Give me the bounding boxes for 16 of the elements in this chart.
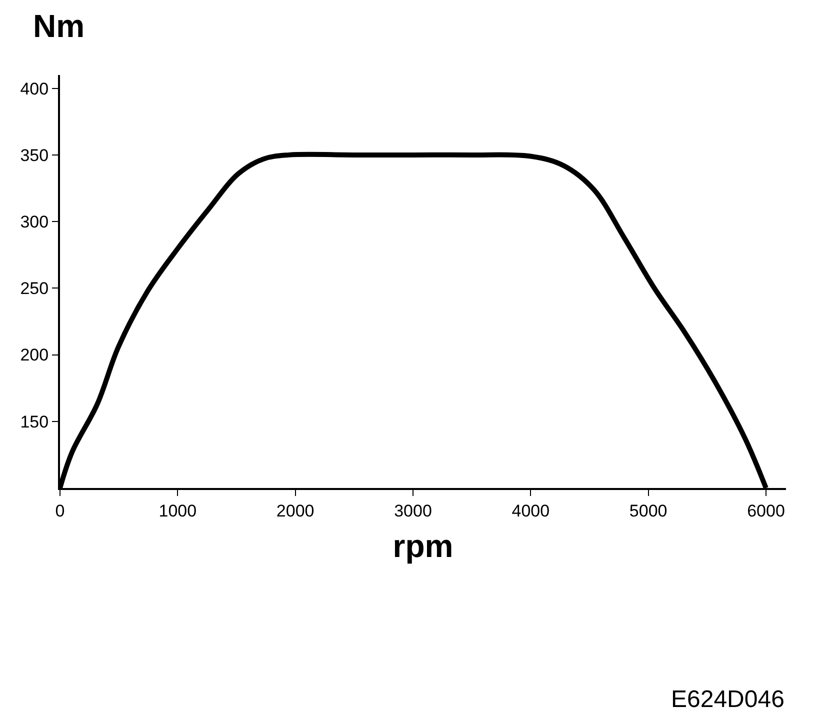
y-tick-label: 200 <box>20 346 49 365</box>
x-tick-label: 6000 <box>747 501 785 520</box>
y-tick-label: 250 <box>20 279 49 298</box>
y-tick-label: 300 <box>20 212 49 232</box>
x-tick-label: 3000 <box>394 501 432 520</box>
x-tick-label: 4000 <box>512 501 550 520</box>
y-tick-label: 350 <box>20 146 49 165</box>
x-tick-label: 5000 <box>629 501 668 520</box>
x-tick-label: 0 <box>55 501 65 520</box>
x-tick-label: 2000 <box>276 501 314 520</box>
y-axis-title: Nm <box>33 8 85 44</box>
x-tick-label: 1000 <box>158 501 197 520</box>
text: E624D046 <box>671 686 784 708</box>
y-tick-label: 150 <box>20 412 49 432</box>
y-tick-label: 400 <box>20 79 49 98</box>
x-axis-title: rpm <box>392 528 454 564</box>
